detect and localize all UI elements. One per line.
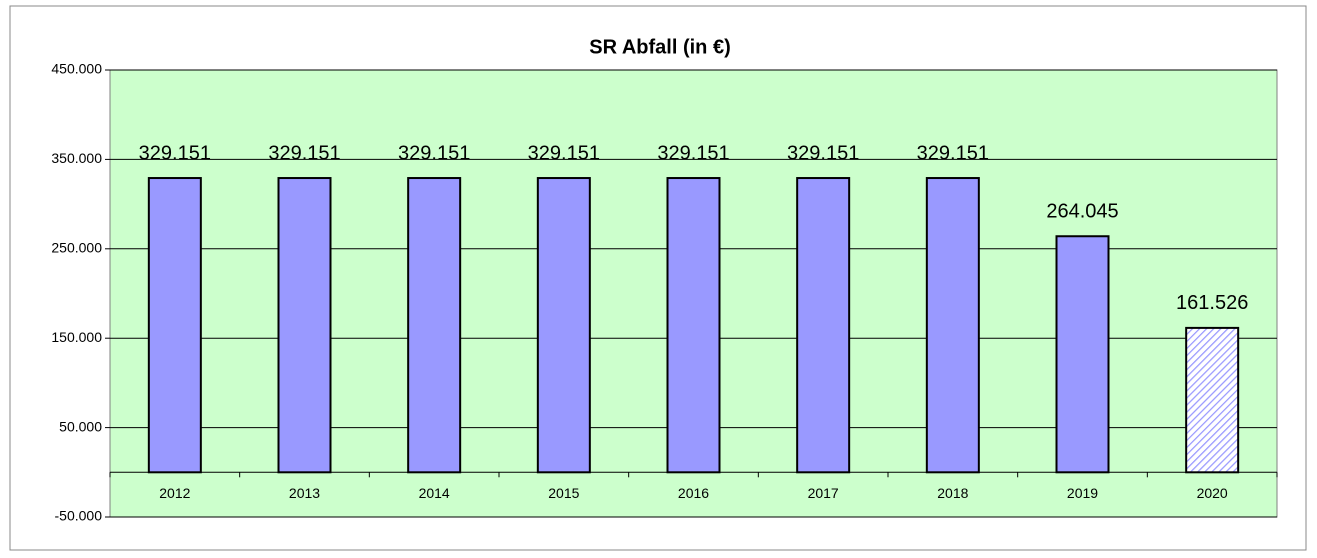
bar	[277, 177, 332, 474]
bar	[1185, 326, 1240, 474]
y-tick-label: 50.000	[59, 418, 102, 434]
data-label: 329.151	[657, 142, 729, 164]
bar	[796, 177, 851, 474]
bar	[666, 177, 721, 474]
x-tick-label: 2020	[1197, 485, 1228, 501]
y-tick-label: -50.000	[55, 508, 103, 524]
bar	[536, 177, 591, 474]
data-label: 161.526	[1176, 292, 1248, 314]
bar	[925, 177, 980, 474]
x-tick-label: 2015	[548, 485, 579, 501]
y-tick-label: 450.000	[51, 61, 102, 77]
x-tick-label: 2016	[678, 485, 709, 501]
data-label: 264.045	[1046, 201, 1118, 223]
x-tick-label: 2013	[289, 485, 320, 501]
data-label: 329.151	[398, 142, 470, 164]
data-label: 329.151	[268, 142, 340, 164]
data-label: 329.151	[528, 142, 600, 164]
bar	[1055, 235, 1110, 474]
x-tick-label: 2012	[159, 485, 190, 501]
y-tick-label: 150.000	[51, 329, 102, 345]
x-tick-label: 2018	[937, 485, 968, 501]
bar	[407, 177, 462, 474]
y-tick-label: 350.000	[51, 150, 102, 166]
data-label: 329.151	[917, 142, 989, 164]
bar	[147, 177, 202, 474]
x-tick-label: 2017	[808, 485, 839, 501]
data-label: 329.151	[139, 142, 211, 164]
y-tick-label: 250.000	[51, 240, 102, 256]
x-tick-label: 2019	[1067, 485, 1098, 501]
x-tick-label: 2014	[419, 485, 450, 501]
chart-title: SR Abfall (in €)	[589, 36, 730, 58]
data-label: 329.151	[787, 142, 859, 164]
